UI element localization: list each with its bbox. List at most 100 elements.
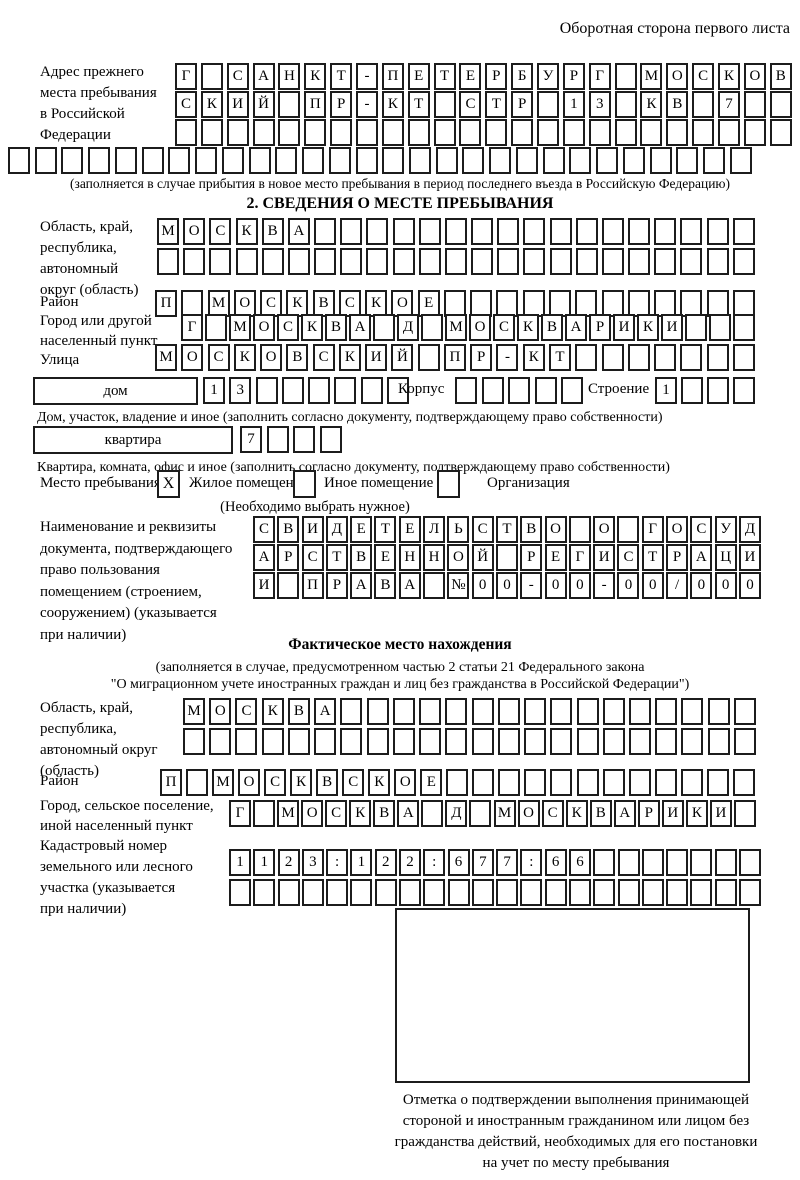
char-cell[interactable]: В: [769, 63, 792, 90]
char-cell[interactable]: [229, 879, 251, 906]
char-cell[interactable]: О: [593, 516, 616, 543]
char-cell[interactable]: [680, 290, 703, 317]
char-cell[interactable]: [497, 248, 520, 275]
char-cell[interactable]: [398, 879, 421, 906]
char-cell[interactable]: [617, 879, 640, 906]
char-cell[interactable]: [175, 119, 197, 146]
char-cell[interactable]: [421, 314, 443, 341]
char-cell[interactable]: [88, 147, 111, 174]
char-cell[interactable]: В: [261, 218, 284, 245]
char-cell[interactable]: [435, 147, 458, 174]
char-cell[interactable]: [706, 248, 729, 275]
char-cell[interactable]: Н: [423, 544, 446, 571]
char-cell[interactable]: [481, 377, 504, 404]
char-cell[interactable]: [641, 879, 664, 906]
char-cell[interactable]: [690, 879, 713, 906]
char-cell[interactable]: М: [277, 800, 300, 827]
char-cell[interactable]: [157, 248, 179, 275]
char-cell[interactable]: Е: [407, 63, 430, 90]
char-cell[interactable]: Е: [459, 63, 482, 90]
char-cell[interactable]: Й: [391, 344, 414, 371]
char-cell[interactable]: [498, 769, 521, 796]
char-cell[interactable]: [602, 728, 625, 755]
char-cell[interactable]: С: [471, 516, 494, 543]
char-cell[interactable]: [666, 849, 689, 876]
char-cell[interactable]: [350, 879, 373, 906]
char-cell[interactable]: [330, 119, 353, 146]
char-cell[interactable]: [561, 377, 583, 404]
char-cell[interactable]: Е: [417, 290, 440, 317]
stay-type-checkbox-organization[interactable]: [437, 470, 460, 498]
char-cell[interactable]: [627, 290, 650, 317]
char-cell[interactable]: [373, 314, 395, 341]
char-cell[interactable]: Р: [325, 572, 348, 599]
char-cell[interactable]: [8, 147, 30, 174]
char-cell[interactable]: [266, 426, 289, 453]
char-cell[interactable]: М: [493, 800, 516, 827]
stay-type-checkbox-residential[interactable]: X: [157, 470, 180, 498]
char-cell[interactable]: [366, 248, 389, 275]
char-cell[interactable]: И: [226, 91, 249, 118]
char-cell[interactable]: [593, 849, 616, 876]
char-cell[interactable]: [601, 218, 624, 245]
char-cell[interactable]: [433, 91, 456, 118]
char-cell[interactable]: Т: [433, 63, 456, 90]
char-cell[interactable]: [733, 314, 755, 341]
char-cell[interactable]: [444, 218, 467, 245]
char-cell[interactable]: [340, 698, 363, 725]
char-cell[interactable]: 0: [617, 572, 640, 599]
char-cell[interactable]: М: [183, 698, 205, 725]
char-cell[interactable]: [419, 698, 442, 725]
char-cell[interactable]: [209, 728, 232, 755]
char-cell[interactable]: [471, 879, 494, 906]
char-cell[interactable]: [61, 147, 84, 174]
char-cell[interactable]: Б: [511, 63, 534, 90]
char-cell[interactable]: №: [447, 572, 470, 599]
char-cell[interactable]: [275, 147, 298, 174]
char-cell[interactable]: Е: [544, 544, 567, 571]
char-cell[interactable]: [654, 218, 677, 245]
char-cell[interactable]: [386, 377, 409, 404]
char-cell[interactable]: [421, 800, 444, 827]
char-cell[interactable]: [183, 248, 206, 275]
char-cell[interactable]: [522, 290, 545, 317]
char-cell[interactable]: С: [325, 800, 348, 827]
char-cell[interactable]: [235, 728, 258, 755]
char-cell[interactable]: И: [661, 314, 683, 341]
char-cell[interactable]: К: [637, 314, 659, 341]
char-cell[interactable]: О: [233, 290, 256, 317]
char-cell[interactable]: [261, 728, 284, 755]
char-cell[interactable]: П: [381, 63, 404, 90]
char-cell[interactable]: [523, 248, 546, 275]
char-cell[interactable]: 2: [374, 849, 397, 876]
char-cell[interactable]: О: [391, 290, 414, 317]
char-cell[interactable]: В: [520, 516, 543, 543]
char-cell[interactable]: В: [277, 516, 300, 543]
char-cell[interactable]: [248, 147, 271, 174]
char-cell[interactable]: [447, 879, 470, 906]
char-cell[interactable]: К: [233, 344, 256, 371]
char-cell[interactable]: Г: [229, 800, 251, 827]
char-cell[interactable]: [392, 248, 415, 275]
char-cell[interactable]: [681, 377, 703, 404]
char-cell[interactable]: [200, 119, 223, 146]
char-cell[interactable]: 0: [738, 572, 761, 599]
char-cell[interactable]: [302, 147, 325, 174]
char-cell[interactable]: Т: [325, 544, 348, 571]
char-cell[interactable]: С: [617, 544, 640, 571]
char-cell[interactable]: В: [312, 290, 335, 317]
char-cell[interactable]: И: [365, 344, 388, 371]
char-cell[interactable]: [549, 248, 572, 275]
char-cell[interactable]: [549, 218, 572, 245]
char-cell[interactable]: [706, 344, 729, 371]
char-cell[interactable]: [417, 344, 440, 371]
char-cell[interactable]: [340, 248, 363, 275]
char-cell[interactable]: [732, 344, 755, 371]
char-cell[interactable]: И: [301, 516, 324, 543]
char-cell[interactable]: 0: [495, 572, 518, 599]
char-cell[interactable]: Р: [511, 91, 534, 118]
char-cell[interactable]: [601, 290, 624, 317]
char-cell[interactable]: В: [316, 769, 339, 796]
char-cell[interactable]: Л: [423, 516, 446, 543]
char-cell[interactable]: [293, 426, 316, 453]
